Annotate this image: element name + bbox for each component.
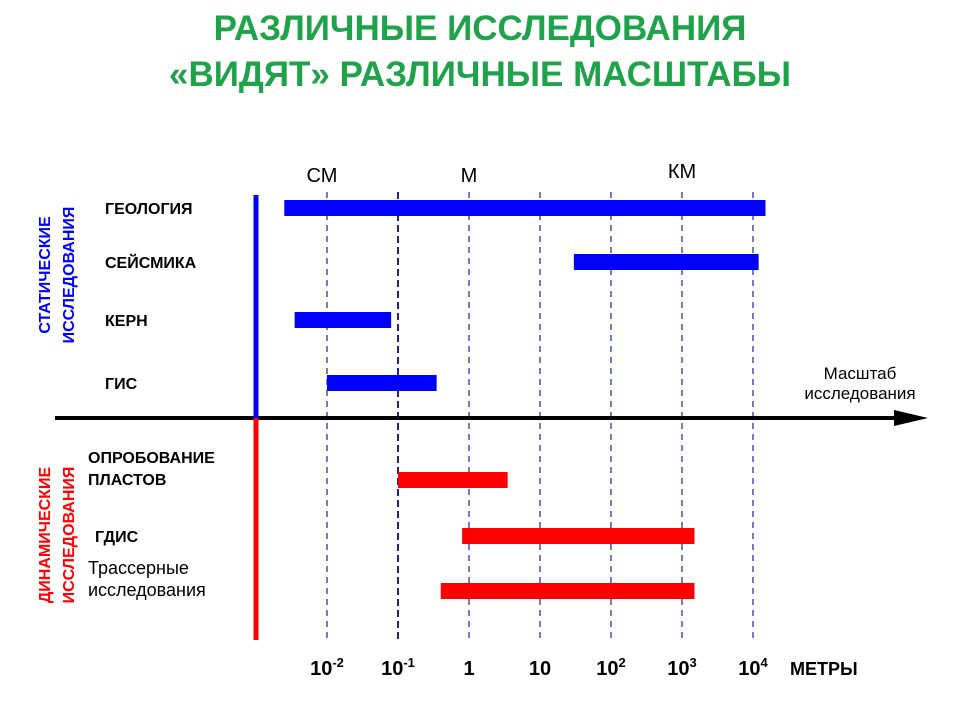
row-label: Трассерные (88, 558, 189, 578)
range-bar (573, 254, 759, 270)
unit-mark: М (461, 165, 478, 187)
range-bar (284, 200, 766, 216)
range-bar (398, 472, 508, 488)
axis-caption-line: исследования (804, 384, 915, 403)
x-tick-label: 1 (463, 658, 474, 680)
row-label: ГДИС (95, 529, 139, 546)
x-tick-label: 10 (529, 658, 551, 680)
title-line-1: РАЗЛИЧНЫЕ ИССЛЕДОВАНИЯ (213, 9, 747, 48)
range-bar (440, 583, 695, 599)
row-label: КЕРН (105, 313, 148, 330)
row-label: СЕЙСМИКА (105, 253, 197, 272)
unit-mark: СМ (307, 165, 338, 187)
group-label: ИССЛЕДОВАНИЯ (61, 207, 78, 344)
range-bar (294, 312, 392, 328)
x-tick-label: 104 (738, 655, 768, 680)
range-bar (462, 528, 695, 544)
group-label: ДИНАМИЧЕСКИЕ (37, 467, 54, 604)
x-tick-label: 10-1 (381, 655, 415, 680)
x-tick-label: 10-2 (310, 655, 344, 680)
row-label: ОПРОБОВАНИЕ (88, 450, 215, 467)
row-label: ПЛАСТОВ (88, 472, 166, 489)
title-line-2: «ВИДЯТ» РАЗЛИЧНЫЕ МАСШТАБЫ (169, 55, 791, 94)
row-label: исследования (88, 580, 206, 600)
group-label: СТАТИЧЕСКИЕ (37, 216, 54, 334)
row-label: ГИС (105, 376, 138, 393)
slide-title: РАЗЛИЧНЫЕ ИССЛЕДОВАНИЯ «ВИДЯТ» РАЗЛИЧНЫЕ… (0, 6, 960, 98)
axis-caption-line: Масштаб (824, 364, 897, 383)
range-bar (327, 375, 437, 391)
row-label: ГЕОЛОГИЯ (105, 201, 193, 218)
unit-mark: КМ (668, 161, 696, 183)
x-tick-label: 102 (596, 655, 625, 680)
group-label: ИССЛЕДОВАНИЯ (61, 467, 78, 604)
x-axis-arrow (894, 410, 928, 426)
x-unit-label: МЕТРЫ (790, 659, 858, 679)
x-tick-label: 103 (667, 655, 696, 680)
